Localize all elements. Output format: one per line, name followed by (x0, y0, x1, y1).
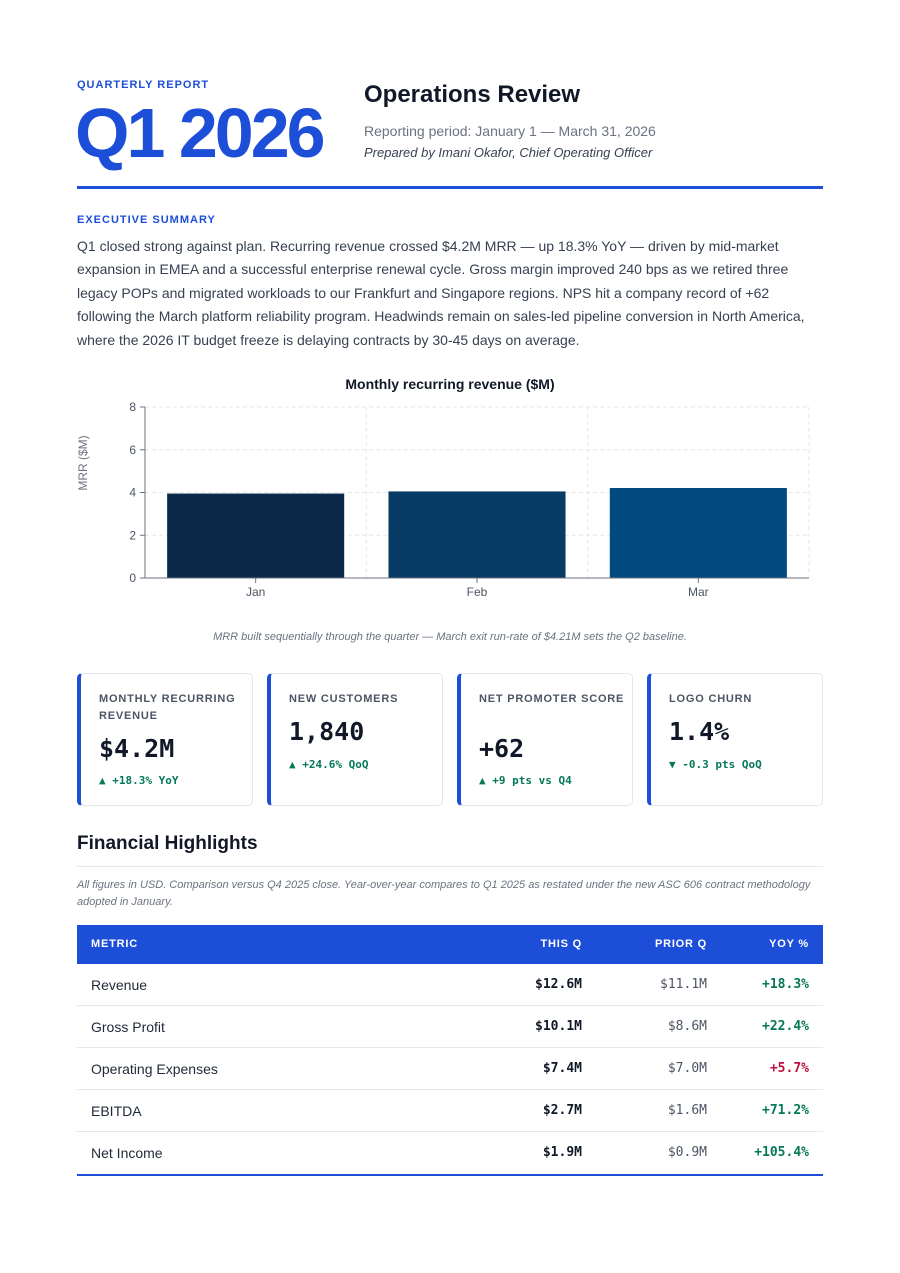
mrr-chart-svg: Monthly recurring revenue ($M) MRR ($M) … (77, 376, 810, 599)
cell-prior-q: $11.1M (660, 977, 707, 992)
cell-this-q: $12.6M (535, 977, 582, 992)
kpi-delta: ▲ +18.3% YoY (99, 774, 179, 787)
bar-mar (609, 488, 787, 578)
table-row: Operating Expenses $7.4M $7.0M +5.7% (77, 1048, 823, 1090)
chart-caption: MRR built sequentially through the quart… (213, 631, 687, 643)
kpi-card-nps: NET PROMOTER SCORE +62 ▲ +9 pts vs Q4 (457, 673, 633, 806)
executive-summary-label: EXECUTIVE SUMMARY (77, 214, 216, 226)
table-row: Gross Profit $10.1M $8.6M +22.4% (77, 1006, 823, 1048)
cell-yoy: +22.4% (762, 1019, 809, 1034)
cell-metric: EBITDA (91, 1103, 142, 1119)
reporting-period: Reporting period: January 1 — March 31, … (364, 123, 656, 139)
financial-table: METRIC THIS Q PRIOR Q YOY % Revenue $12.… (77, 925, 823, 1176)
cell-metric: Revenue (91, 977, 148, 993)
prepared-by: Prepared by Imani Okafor, Chief Operatin… (364, 145, 653, 160)
quarter-heading: Q1 2026 (75, 94, 326, 172)
section-divider (77, 866, 823, 867)
kpi-delta: ▲ +24.6% QoQ (289, 758, 369, 771)
kpi-cards: MONTHLY RECURRING REVENUE $4.2M ▲ +18.3%… (77, 673, 823, 806)
x-tick-label: Feb (467, 585, 488, 599)
kpi-value: 1.4% (669, 717, 730, 746)
y-tick-label: 8 (129, 400, 136, 414)
document-title: Operations Review (364, 81, 581, 108)
kpi-delta: ▼ -0.3 pts QoQ (669, 758, 762, 771)
cell-this-q: $2.7M (542, 1103, 582, 1118)
kpi-value: +62 (479, 734, 525, 763)
cell-prior-q: $7.0M (667, 1061, 707, 1076)
x-tick-label: Jan (246, 585, 265, 599)
executive-summary-text: Q1 closed strong against plan. Recurring… (77, 238, 805, 348)
bar-feb (388, 491, 566, 578)
x-tick-label: Mar (688, 585, 709, 599)
y-tick-label: 4 (129, 486, 136, 500)
kpi-card-new-customers: NEW CUSTOMERS 1,840 ▲ +24.6% QoQ (267, 673, 443, 806)
kpi-label: MONTHLY RECURRING REVENUE (99, 693, 236, 722)
cell-yoy: +105.4% (754, 1145, 809, 1160)
y-tick-label: 6 (129, 443, 136, 457)
mrr-chart: Monthly recurring revenue ($M) MRR ($M) … (77, 370, 823, 610)
cell-prior-q: $8.6M (667, 1019, 707, 1034)
chart-y-axis-label: MRR ($M) (77, 435, 90, 490)
y-tick-label: 0 (129, 571, 136, 585)
column-header-this-q: THIS Q (540, 938, 582, 950)
table-row: Net Income $1.9M $0.9M +105.4% (77, 1132, 823, 1174)
table-header: METRIC THIS Q PRIOR Q YOY % (77, 925, 823, 964)
financial-highlights-title: Financial Highlights (77, 833, 258, 854)
cell-yoy: +18.3% (762, 977, 809, 992)
cell-yoy: +5.7% (769, 1061, 809, 1076)
chart-axes: 0 2 4 6 8 Jan Feb Mar (129, 400, 809, 599)
table-row: Revenue $12.6M $11.1M +18.3% (77, 964, 823, 1006)
kpi-label: LOGO CHURN (669, 693, 753, 705)
cell-this-q: $1.9M (542, 1145, 582, 1160)
kpi-label: NET PROMOTER SCORE (479, 693, 625, 705)
kpi-card-logo-churn: LOGO CHURN 1.4% ▼ -0.3 pts QoQ (647, 673, 823, 806)
kpi-label: NEW CUSTOMERS (289, 693, 399, 705)
cell-metric: Operating Expenses (91, 1061, 218, 1077)
chart-title: Monthly recurring revenue ($M) (345, 376, 554, 392)
cell-prior-q: $1.6M (667, 1103, 707, 1118)
kpi-card-mrr: MONTHLY RECURRING REVENUE $4.2M ▲ +18.3%… (77, 673, 253, 806)
table-row: EBITDA $2.7M $1.6M +71.2% (77, 1090, 823, 1132)
report-header: QUARTERLY REPORT Q1 2026 Operations Revi… (75, 79, 823, 189)
cell-prior-q: $0.9M (667, 1145, 707, 1160)
cell-this-q: $7.4M (542, 1061, 582, 1076)
cell-metric: Net Income (91, 1145, 163, 1161)
cell-this-q: $10.1M (535, 1019, 582, 1034)
column-header-yoy: YOY % (769, 938, 809, 950)
column-header-metric: METRIC (91, 938, 138, 950)
kpi-delta: ▲ +9 pts vs Q4 (479, 774, 572, 787)
report-eyebrow: QUARTERLY REPORT (77, 79, 210, 91)
cell-metric: Gross Profit (91, 1019, 165, 1035)
kpi-value: 1,840 (289, 717, 365, 746)
y-tick-label: 2 (129, 528, 136, 542)
cell-yoy: +71.2% (762, 1103, 809, 1118)
column-header-prior-q: PRIOR Q (654, 938, 707, 950)
bar-jan (167, 493, 345, 578)
financial-highlights-note: All figures in USD. Comparison versus Q4… (77, 879, 811, 908)
kpi-value: $4.2M (99, 734, 175, 763)
chart-bars (167, 488, 787, 578)
